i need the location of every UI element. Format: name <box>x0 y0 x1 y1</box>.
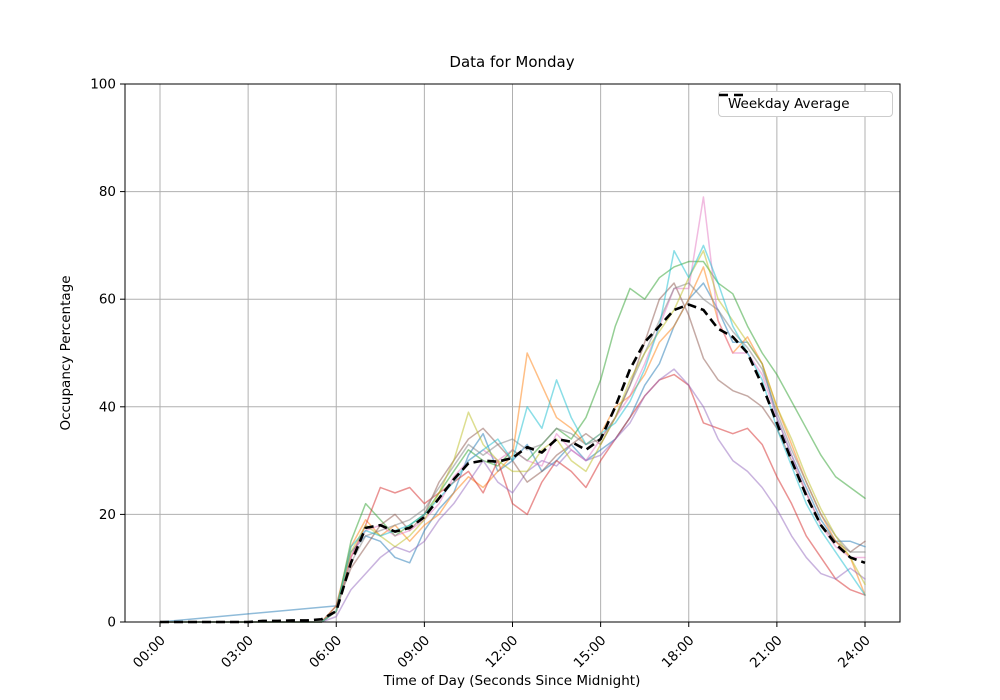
x-tick-label: 00:00 <box>130 633 169 672</box>
x-tick-label: 12:00 <box>483 633 522 672</box>
y-axis-label: Occupancy Percentage <box>58 275 74 431</box>
x-tick-label: 21:00 <box>747 633 786 672</box>
y-tick-label: 100 <box>90 77 116 93</box>
x-tick-label: 03:00 <box>218 633 257 672</box>
x-tick-label: 06:00 <box>306 633 345 672</box>
legend-label: Weekday Average <box>728 96 850 112</box>
chart-title: Data for Monday <box>449 53 575 71</box>
x-tick-label: 24:00 <box>835 633 874 672</box>
x-tick-label: 09:00 <box>394 633 433 672</box>
y-tick-label: 0 <box>107 615 116 631</box>
y-tick-label: 20 <box>99 507 116 523</box>
weekday-average-line <box>160 303 866 624</box>
y-tick-label: 60 <box>99 292 116 308</box>
y-tick-label: 40 <box>99 399 116 415</box>
x-tick-label: 15:00 <box>571 633 610 672</box>
legend-box: Weekday Average <box>718 91 893 117</box>
x-axis-label: Time of Day (Seconds Since Midnight) <box>383 673 641 689</box>
y-tick-label: 80 <box>99 184 116 200</box>
legend-dashed-line-sample <box>719 93 747 97</box>
x-tick-label: 18:00 <box>659 633 698 672</box>
